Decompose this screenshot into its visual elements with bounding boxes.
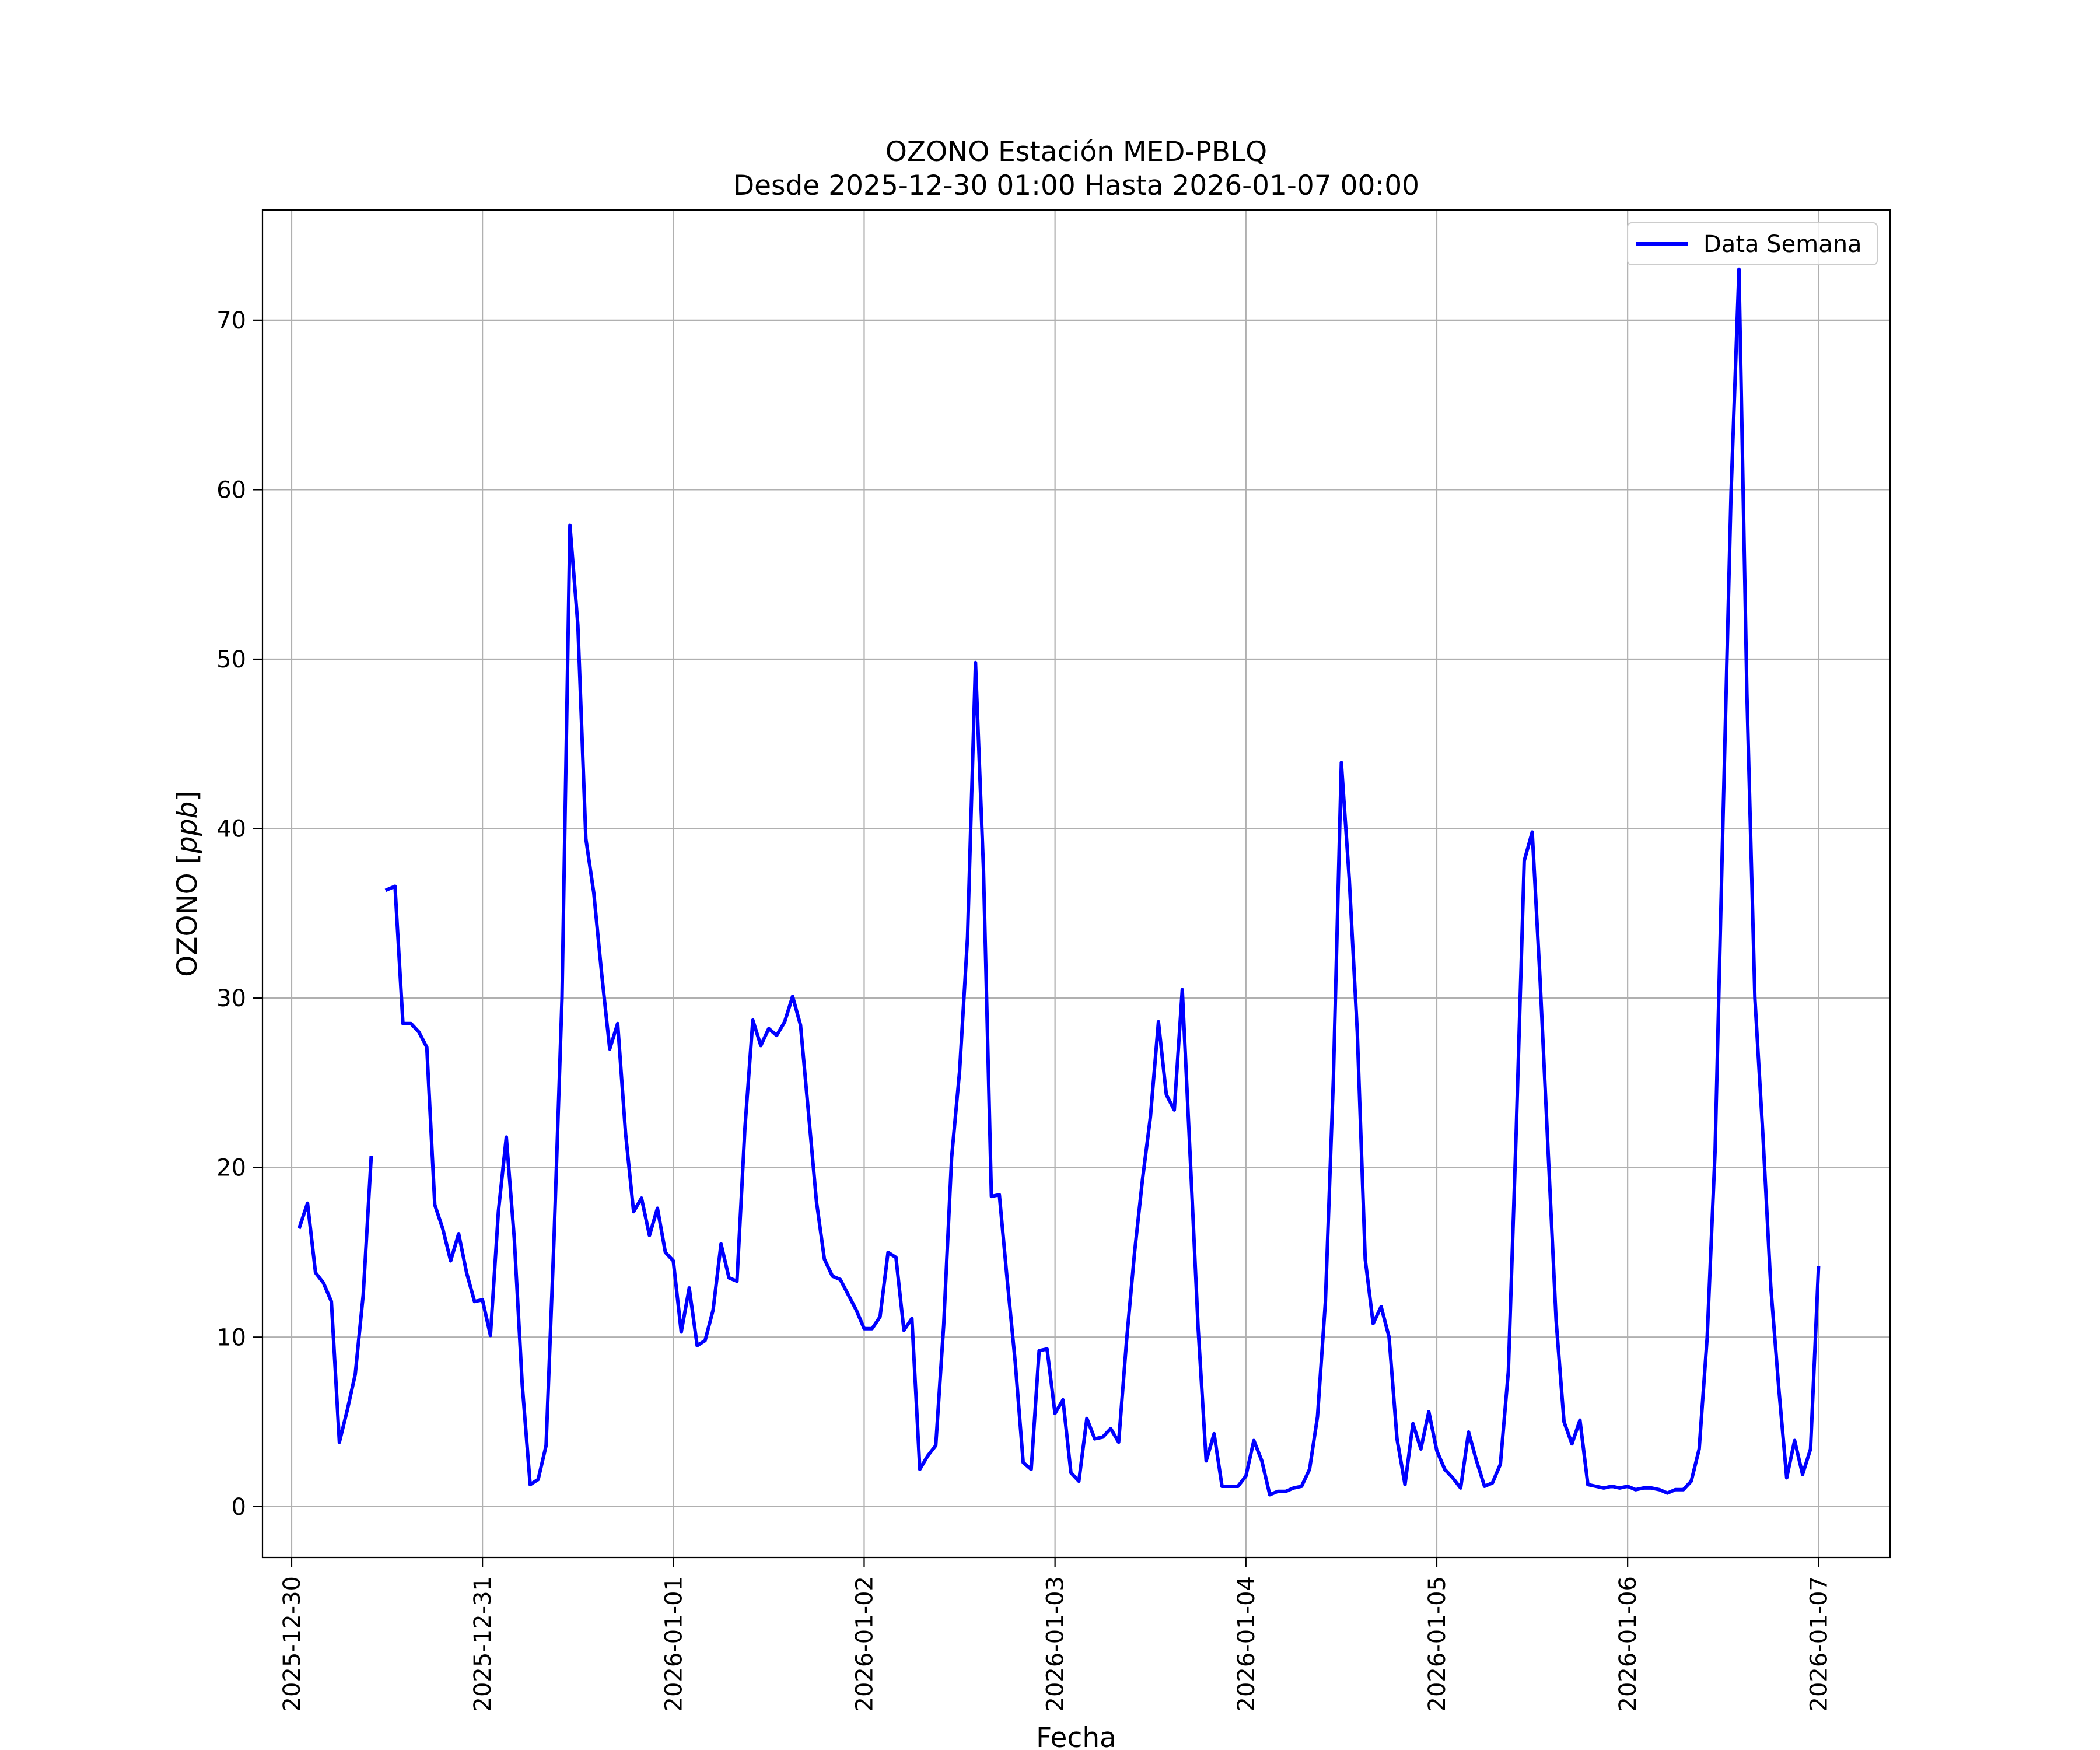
ticks: 2025-12-30 2025-12-31 2026-01-01 2026-01-02… (216, 307, 1832, 1712)
chart-title: OZONO Estación MED-PBLQ (886, 136, 1267, 168)
legend-box (1627, 222, 1878, 265)
y-tick-label: 70 (216, 307, 246, 334)
y-tick-label: 50 (216, 646, 246, 673)
x-tick-label: 2026-01-05 (1424, 1576, 1451, 1712)
x-tick-label: 2025-12-30 (279, 1576, 306, 1712)
x-axis-label: Fecha (1036, 1722, 1116, 1750)
x-tick-label: 2026-01-07 (1805, 1576, 1832, 1712)
x-tick-label: 2026-01-03 (1042, 1576, 1069, 1712)
x-tick-label: 2026-01-04 (1233, 1576, 1260, 1712)
y-axis-label-bracket-close: ] (172, 790, 204, 801)
y-tick-label: 60 (216, 477, 246, 503)
x-tick-label: 2026-01-06 (1615, 1576, 1642, 1712)
y-tick-label: 10 (216, 1324, 246, 1351)
grid (262, 210, 1890, 1558)
plot-frame (261, 209, 1891, 1559)
y-tick-label: 0 (232, 1494, 246, 1521)
y-axis-label-bracket-open: [ (172, 853, 204, 864)
x-tick-label: 2025-12-31 (470, 1576, 496, 1712)
series-line-data-semana (297, 267, 1821, 1497)
legend-label: Data Semana (1703, 231, 1862, 258)
series-layer (297, 267, 1821, 1497)
x-tick-label: 2026-01-02 (851, 1576, 878, 1712)
y-tick-label: 40 (216, 816, 246, 843)
y-axis-label: OZONO [ppb] (172, 790, 204, 977)
y-tick-label: 30 (216, 985, 246, 1012)
y-axis-label-text: OZONO (172, 864, 204, 977)
y-tick-label: 20 (216, 1155, 246, 1182)
y-axis-label-unit: ppb (172, 802, 204, 855)
chart-subtitle: Desde 2025-12-30 01:00 Hasta 2026-01-07 … (733, 170, 1419, 202)
x-tick-label: 2026-01-01 (660, 1576, 687, 1712)
legend: Data Semana (1627, 222, 1878, 265)
